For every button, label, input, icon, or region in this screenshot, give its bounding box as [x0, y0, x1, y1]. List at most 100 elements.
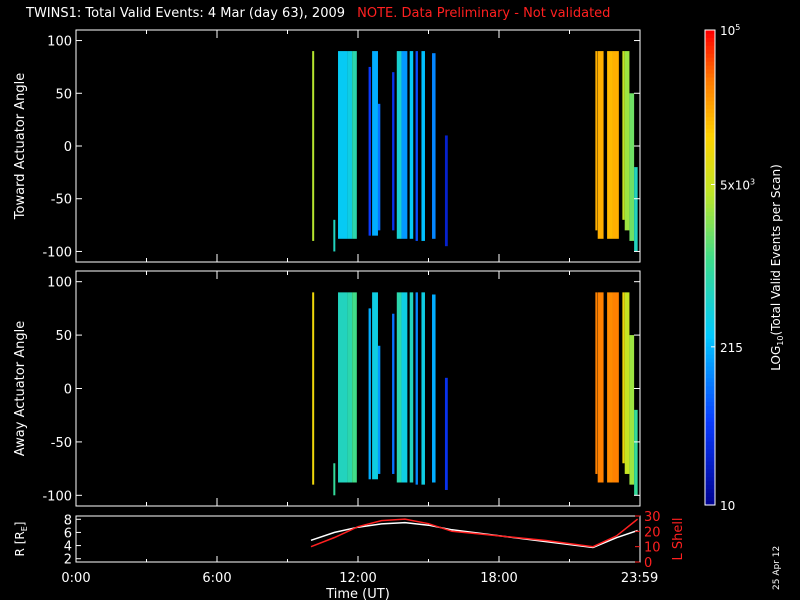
colorbar-segment — [705, 89, 715, 94]
colorbar-label-main: LOG — [769, 346, 783, 371]
y-tick-label: 50 — [55, 87, 72, 102]
colorbar-segment — [705, 437, 715, 443]
scan-stripe — [607, 51, 613, 239]
colorbar-segment — [705, 417, 715, 423]
y-tick-label: 100 — [47, 35, 72, 50]
colorbar-label-sub: 10 — [776, 336, 785, 346]
scan-stripe — [372, 292, 378, 480]
scan-stripe — [612, 51, 619, 239]
scan-stripe — [401, 292, 408, 483]
colorbar-segment — [705, 49, 715, 55]
y-tick-label: 8 — [64, 513, 72, 528]
heatmap-panel-middle: 100 50 0 -50 -100 Away Actuator Angle — [13, 270, 641, 507]
colorbar-segment — [705, 469, 715, 474]
y-tick-label: 6 — [64, 526, 72, 541]
colorbar-segment — [705, 326, 715, 332]
colorbar-segment — [705, 208, 715, 213]
colorbar-segment — [705, 97, 715, 102]
colorbar-segment — [705, 382, 715, 387]
colorbar-segment — [705, 132, 715, 138]
colorbar-segment — [705, 172, 715, 178]
colorbar-tick-label: 215 — [720, 341, 743, 355]
colorbar-segment — [705, 413, 715, 419]
colorbar-tick-label: 5x103 — [720, 177, 755, 192]
colorbar-segment — [705, 192, 715, 197]
colorbar-segment — [705, 378, 715, 383]
colorbar-tick-text: 215 — [720, 341, 743, 355]
colorbar-segment — [705, 148, 715, 154]
x-tick-label: 18:00 — [480, 571, 517, 586]
colorbar-segment — [705, 311, 715, 316]
scan-stripe — [401, 51, 408, 239]
colorbar-segment — [705, 41, 715, 47]
x-tick-label: 23:59 — [621, 571, 658, 586]
colorbar-segment — [705, 449, 715, 455]
colorbar-segment — [705, 156, 715, 162]
scan-stripe — [338, 292, 348, 483]
colorbar-segment — [705, 485, 715, 490]
colorbar-tick-sup: 5 — [735, 23, 740, 32]
colorbar-segment — [705, 433, 715, 439]
scan-stripe — [629, 335, 635, 485]
colorbar-segment — [705, 136, 715, 142]
scan-stripe — [377, 345, 381, 474]
scan-stripe — [347, 51, 353, 239]
colorbar-segment — [705, 65, 715, 71]
scan-stripe — [372, 51, 378, 236]
colorbar-segment — [705, 164, 715, 170]
colorbar-segment — [705, 223, 715, 229]
x-axis-label: Time (UT) — [325, 587, 390, 600]
colorbar-segment — [705, 330, 715, 336]
colorbar-segment — [705, 493, 715, 498]
colorbar-segment — [705, 117, 715, 122]
title-main: TWINS1: Total Valid Events: 4 Mar (day 6… — [26, 6, 346, 21]
scan-stripe — [392, 72, 395, 231]
scan-stripe — [312, 292, 315, 485]
scan-stripe — [415, 292, 418, 485]
colorbar-segment — [705, 231, 715, 237]
y-right-tick-label: 30 — [644, 510, 661, 525]
scan-stripe — [312, 51, 315, 241]
colorbar-segment — [705, 140, 715, 146]
colorbar-segment — [705, 204, 715, 209]
colorbar-segment — [705, 315, 715, 320]
colorbar-segment — [705, 212, 715, 217]
colorbar-segment — [705, 176, 715, 182]
colorbar-segment — [705, 168, 715, 174]
colorbar-segment — [705, 69, 715, 75]
colorbar-segment — [705, 239, 715, 245]
colorbar-segment — [705, 255, 715, 261]
r-axis-label: R [RE] — [13, 522, 29, 557]
colorbar-segment — [705, 227, 715, 233]
colorbar-segment — [705, 386, 715, 391]
colorbar-segment — [705, 109, 715, 114]
scan-stripe — [597, 51, 604, 239]
r-axis-label-sub: E — [20, 526, 29, 531]
colorbar-segment — [705, 473, 715, 478]
colorbar-segment — [705, 303, 715, 308]
scan-stripe — [368, 308, 371, 480]
y-tick-label: 0 — [64, 383, 72, 398]
colorbar-tick-sup: 3 — [750, 177, 755, 186]
colorbar-tick-label: 10 — [720, 499, 735, 513]
panel-frame — [75, 270, 641, 507]
scan-stripe — [444, 377, 448, 490]
colorbar-segment — [705, 152, 715, 158]
lshell-axis-label: L Shell — [671, 517, 686, 560]
colorbar-segment — [705, 374, 715, 379]
colorbar-segment — [705, 53, 715, 59]
x-tick-label: 0:00 — [61, 571, 90, 586]
colorbar-segment — [705, 501, 715, 506]
colorbar-segment — [705, 445, 715, 451]
scan-stripe — [612, 292, 619, 483]
colorbar-segment — [705, 299, 715, 304]
colorbar-segment — [705, 184, 715, 189]
scan-stripe — [622, 51, 625, 220]
colorbar-segment — [705, 350, 715, 356]
colorbar-segment — [705, 61, 715, 67]
y-right-tick-label: 10 — [644, 541, 661, 556]
colorbar-segment — [705, 251, 715, 257]
panel-frame — [75, 29, 641, 263]
